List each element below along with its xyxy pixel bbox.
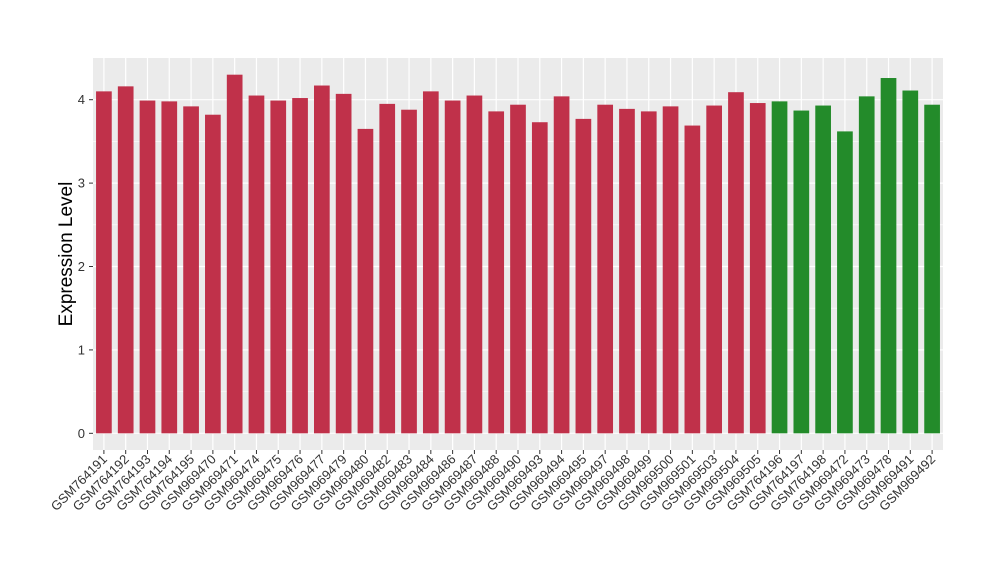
bar-GSM969473 xyxy=(858,96,875,434)
bar-GSM764195 xyxy=(183,106,199,434)
bar-GSM969501 xyxy=(684,125,701,434)
bar-GSM969484 xyxy=(422,91,439,434)
bar-GSM969483 xyxy=(401,109,417,434)
y-tick-label: 4 xyxy=(78,92,85,107)
bar-GSM764194 xyxy=(161,101,178,434)
y-tick-label: 1 xyxy=(78,342,85,357)
bar-GSM764193 xyxy=(139,100,156,434)
bar-GSM969476 xyxy=(292,98,308,434)
bar-GSM969491 xyxy=(902,90,919,434)
x-axis: GSM764191GSM764192GSM764193GSM764194GSM7… xyxy=(48,450,938,514)
bar-GSM969472 xyxy=(837,131,853,434)
bar-GSM969503 xyxy=(706,105,722,434)
bar-GSM969475 xyxy=(270,100,287,434)
bar-GSM969505 xyxy=(749,103,766,434)
bar-GSM969486 xyxy=(444,100,461,434)
bar-GSM969488 xyxy=(488,111,505,434)
bar-GSM969495 xyxy=(575,118,592,434)
bar-GSM969477 xyxy=(314,85,330,434)
bar-GSM969487 xyxy=(466,95,483,434)
bar-GSM969499 xyxy=(640,111,657,434)
bar-GSM764191 xyxy=(96,91,112,434)
bar-GSM764198 xyxy=(815,105,831,434)
bar-GSM764197 xyxy=(793,110,810,434)
bar-GSM969498 xyxy=(619,108,635,434)
bar-GSM969474 xyxy=(248,95,265,434)
y-axis-title: Expression Level xyxy=(56,182,77,327)
bar-GSM969470 xyxy=(205,114,221,434)
y-tick-label: 3 xyxy=(78,176,85,191)
bar-GSM969492 xyxy=(924,104,940,434)
y-axis: 0 1 2 3 4 xyxy=(78,92,93,441)
bar-GSM969482 xyxy=(379,103,396,434)
bar-GSM969471 xyxy=(226,74,243,434)
bar-GSM969504 xyxy=(728,92,744,434)
bar-GSM969479 xyxy=(335,93,352,434)
bar-GSM969478 xyxy=(880,78,897,434)
bar-GSM969493 xyxy=(531,122,548,434)
bar-GSM969497 xyxy=(597,104,614,434)
bar-GSM764196 xyxy=(771,101,788,434)
bar-GSM969500 xyxy=(662,106,679,434)
bar-GSM969494 xyxy=(553,96,570,434)
bar-GSM969490 xyxy=(510,104,526,434)
y-tick-label: 0 xyxy=(78,426,85,441)
y-tick-label: 2 xyxy=(78,259,85,274)
bar-GSM764192 xyxy=(117,86,134,434)
bar-GSM969480 xyxy=(357,128,374,434)
bars xyxy=(96,74,940,434)
